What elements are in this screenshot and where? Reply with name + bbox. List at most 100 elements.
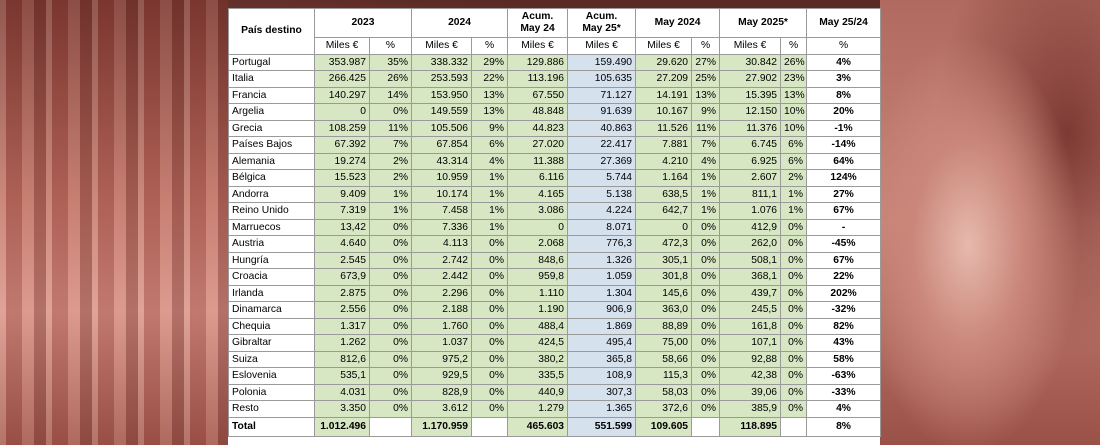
variation-cell: 67% <box>806 251 882 269</box>
value-2023-cell: 266.425 <box>314 70 370 88</box>
variation-cell: 67% <box>806 202 882 220</box>
acum-may25-cell: 5.744 <box>567 169 637 187</box>
value-2024-cell: 149.559 <box>411 103 473 121</box>
value-2024-cell: 2.296 <box>411 284 473 302</box>
pct-2023-cell: 0% <box>368 350 413 368</box>
pct-2024-cell: 0% <box>471 268 509 286</box>
value-2024-cell: 153.950 <box>411 86 473 104</box>
may-2024-cell: 29.620 <box>635 53 693 71</box>
subheader-pct: % <box>806 37 882 55</box>
subheader-miles: Miles € <box>507 37 569 55</box>
pct-2023-cell: 0% <box>368 251 413 269</box>
pct-2024-cell: 0% <box>471 235 509 253</box>
country-cell: Dinamarca <box>228 301 315 319</box>
variation-cell: 82% <box>806 317 882 335</box>
may-2025-cell: 412,9 <box>719 218 782 236</box>
pct-may-2024-cell: 1% <box>691 169 721 187</box>
pct-may-2025-cell: 0% <box>780 268 808 286</box>
pct-2024-cell: 0% <box>471 301 509 319</box>
pct-may-2024-cell: 25% <box>691 70 721 88</box>
may-2025-cell: 508,1 <box>719 251 782 269</box>
acum-may24-cell: 424,5 <box>507 334 569 352</box>
may-2024-cell: 301,8 <box>635 268 693 286</box>
country-cell: Eslovenia <box>228 367 315 385</box>
pct-may-2025-cell: 0% <box>780 284 808 302</box>
pct-2023-cell: 2% <box>368 169 413 187</box>
acum-may24-cell: 2.068 <box>507 235 569 253</box>
acum-may24-cell: 488,4 <box>507 317 569 335</box>
table-row: Reino Unido 7.319 1% 7.458 1% 3.086 4.224 642,7… <box>228 202 882 220</box>
may-2025-cell: 107,1 <box>719 334 782 352</box>
total-cell-empty <box>368 416 413 437</box>
pct-may-2024-cell: 1% <box>691 202 721 220</box>
total-may25: 118.895 <box>719 416 782 437</box>
variation-cell: -1% <box>806 119 882 137</box>
acum-may24-cell: 27.020 <box>507 136 569 154</box>
variation-cell: 64% <box>806 152 882 170</box>
may-2024-cell: 472,3 <box>635 235 693 253</box>
pct-may-2024-cell: 13% <box>691 86 721 104</box>
value-2023-cell: 673,9 <box>314 268 370 286</box>
acum-may25-cell: 105.635 <box>567 70 637 88</box>
subheader-miles: Miles € <box>719 37 782 55</box>
total-2023: 1.012.496 <box>314 416 370 437</box>
country-cell: Austria <box>228 235 315 253</box>
acum-may25-cell: 27.369 <box>567 152 637 170</box>
value-2023-cell: 3.350 <box>314 400 370 418</box>
header-may2024: May 2024 <box>635 8 721 38</box>
country-cell: Croacia <box>228 268 315 286</box>
value-2024-cell: 2.442 <box>411 268 473 286</box>
acum-may25-cell: 5.138 <box>567 185 637 203</box>
acum-may24-cell: 48.848 <box>507 103 569 121</box>
value-2024-cell: 929,5 <box>411 367 473 385</box>
acum-may24-cell: 380,2 <box>507 350 569 368</box>
export-table: País destino 2023 2024 Acum. May 24 Acum.… <box>228 8 882 437</box>
value-2023-cell: 4.031 <box>314 383 370 401</box>
acum-may25-cell: 307,3 <box>567 383 637 401</box>
pct-2024-cell: 0% <box>471 367 509 385</box>
variation-cell: -32% <box>806 301 882 319</box>
variation-cell: -45% <box>806 235 882 253</box>
variation-cell: 3% <box>806 70 882 88</box>
pct-2024-cell: 0% <box>471 334 509 352</box>
table-row: Croacia 673,9 0% 2.442 0% 959,8 1.059 301,8 0% 36… <box>228 268 882 286</box>
may-2024-cell: 305,1 <box>635 251 693 269</box>
value-2024-cell: 7.458 <box>411 202 473 220</box>
pct-2024-cell: 1% <box>471 202 509 220</box>
pct-2024-cell: 1% <box>471 185 509 203</box>
pct-2023-cell: 0% <box>368 235 413 253</box>
table-row: Resto 3.350 0% 3.612 0% 1.279 1.365 372,6 0% 385,… <box>228 400 882 418</box>
pct-2024-cell: 13% <box>471 103 509 121</box>
total-acum24: 465.603 <box>507 416 569 437</box>
variation-cell: 58% <box>806 350 882 368</box>
value-2023-cell: 9.409 <box>314 185 370 203</box>
pct-2023-cell: 0% <box>368 334 413 352</box>
country-cell: Portugal <box>228 53 315 71</box>
background-photo-right <box>880 0 1100 445</box>
pct-2023-cell: 1% <box>368 185 413 203</box>
value-2024-cell: 2.742 <box>411 251 473 269</box>
value-2023-cell: 1.317 <box>314 317 370 335</box>
acum-may24-cell: 67.550 <box>507 86 569 104</box>
acum-may24-cell: 4.165 <box>507 185 569 203</box>
variation-cell: 202% <box>806 284 882 302</box>
table-row: Grecia 108.259 11% 105.506 9% 44.823 40.863 11.… <box>228 119 882 137</box>
may-2024-cell: 363,0 <box>635 301 693 319</box>
pct-may-2025-cell: 0% <box>780 367 808 385</box>
pct-2024-cell: 29% <box>471 53 509 71</box>
pct-may-2025-cell: 1% <box>780 185 808 203</box>
variation-cell: -14% <box>806 136 882 154</box>
pct-may-2025-cell: 10% <box>780 103 808 121</box>
may-2024-cell: 0 <box>635 218 693 236</box>
pct-may-2024-cell: 0% <box>691 218 721 236</box>
acum-may24-cell: 848,6 <box>507 251 569 269</box>
may-2024-cell: 27.209 <box>635 70 693 88</box>
total-cell-empty <box>471 416 509 437</box>
country-cell: Suiza <box>228 350 315 368</box>
pct-2024-cell: 4% <box>471 152 509 170</box>
table-row: Eslovenia 535,1 0% 929,5 0% 335,5 108,9 115,3 0%… <box>228 367 882 385</box>
may-2024-cell: 11.526 <box>635 119 693 137</box>
value-2024-cell: 338.332 <box>411 53 473 71</box>
table-row: Gibraltar 1.262 0% 1.037 0% 424,5 495,4 75,00 0%… <box>228 334 882 352</box>
pct-2024-cell: 1% <box>471 218 509 236</box>
